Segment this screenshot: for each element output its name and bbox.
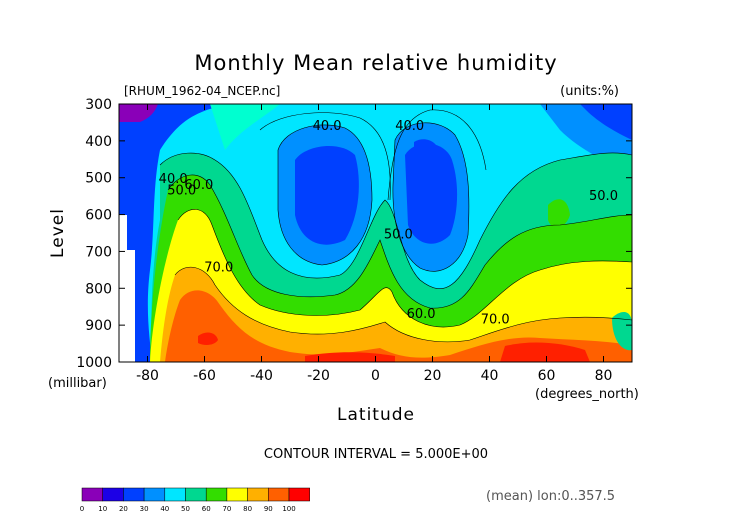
missing-data-region [127, 250, 135, 362]
contour-fill-blue [414, 139, 442, 206]
colorbar-label: 40 [160, 505, 169, 513]
colorbar-label: 20 [119, 505, 128, 513]
contour-fill-red [500, 342, 590, 362]
contour-label: 70.0 [481, 312, 510, 327]
colorbar-label: 100 [282, 505, 295, 513]
colorbar-label: 70 [222, 505, 231, 513]
mean-note: (mean) lon:0..357.5 [486, 489, 615, 504]
x-tick-label: 60 [538, 368, 556, 384]
colorbar-label: 30 [140, 505, 149, 513]
plot-area: 40.0 40.040.050.060.070.050.060.0 70.050.0 [118, 103, 633, 363]
colorbar: 0 10 20 30 40 50 60 70 80 90 100 [80, 487, 310, 513]
file-label: [RHUM_1962-04_NCEP.nc] [124, 84, 280, 98]
y-tick-label: 300 [85, 97, 112, 113]
colorbar-label: 10 [98, 505, 107, 513]
contour-fill-red [305, 352, 395, 362]
contour-line [277, 124, 373, 266]
contour-label: 40.0 [395, 119, 424, 134]
contour-line [174, 266, 632, 343]
contour-line [159, 152, 632, 289]
colorbar-swatch [81, 487, 103, 502]
x-tick-label: -80 [136, 368, 159, 384]
colorbar-swatch [226, 487, 248, 502]
y-tick-label: 400 [85, 134, 112, 150]
contour-label: 60.0 [184, 178, 213, 193]
y-tick-label: 800 [85, 281, 112, 297]
y-tick-label: 900 [85, 318, 112, 334]
x-axis-label: Latitude [337, 405, 415, 425]
contour-fill-purple [119, 104, 158, 122]
colorbar-swatch [288, 487, 310, 502]
colorbar-swatch [102, 487, 124, 502]
contour-label: 70.0 [204, 261, 233, 276]
colorbar-swatch [164, 487, 186, 502]
colorbar-label: 60 [202, 505, 211, 513]
colorbar-swatch [185, 487, 207, 502]
contour-label: 40.0 [159, 172, 188, 187]
colorbar-label: 50 [181, 505, 190, 513]
y-axis-label: Level [48, 208, 68, 258]
colorbar-swatch [123, 487, 145, 502]
contour-interval-note: CONTOUR INTERVAL = 5.000E+00 [264, 447, 488, 462]
contour-line [259, 112, 391, 201]
x-tick-label: 0 [371, 368, 380, 384]
x-tick-label: 40 [481, 368, 499, 384]
contour-fill-lime [548, 199, 570, 228]
y-tick-label: 600 [85, 208, 112, 224]
contour-fill-blue [580, 104, 632, 140]
contour-line [167, 174, 632, 309]
contour-label: 50.0 [167, 183, 196, 198]
colorbar-swatch [247, 487, 269, 502]
contour-fill-aqua [210, 104, 280, 150]
colorbar-label: 0 [80, 505, 84, 513]
contour-fill-red [198, 332, 218, 345]
contour-fill-orange [160, 267, 632, 362]
y-tick-label: 500 [85, 171, 112, 187]
contour-fill-yellow [150, 209, 632, 362]
colorbar-swatch [268, 487, 290, 502]
x-tick-label: 80 [595, 368, 613, 384]
units-label: (units:%) [560, 84, 619, 99]
colorbar-label: 90 [264, 505, 273, 513]
contour-label: 50.0 [384, 228, 413, 243]
chart-title: Monthly Mean relative humidity [194, 51, 557, 75]
colorbar-swatch [143, 487, 166, 502]
contour-label: 50.0 [589, 189, 618, 204]
y-unit-label: (millibar) [48, 376, 107, 391]
contour-line [392, 122, 470, 272]
colorbar-label: 80 [243, 505, 252, 513]
x-tick-label: -20 [307, 368, 330, 384]
y-tick-label: 1000 [76, 355, 112, 371]
x-unit-label: (degrees_north) [535, 387, 639, 402]
contour-line [387, 109, 487, 201]
x-tick-label: 20 [424, 368, 442, 384]
contour-line [177, 209, 632, 328]
contour-fill-green [612, 312, 632, 351]
colorbar-swatch [205, 487, 228, 502]
contour-label: 40.0 [313, 119, 342, 134]
contour-fill-blue [119, 104, 230, 362]
x-tick-label: -40 [250, 368, 273, 384]
y-tick-label: 700 [85, 244, 112, 260]
contour-label: 60.0 [407, 307, 436, 322]
x-tick-label: -60 [193, 368, 216, 384]
contour-fill-blue [295, 145, 359, 245]
